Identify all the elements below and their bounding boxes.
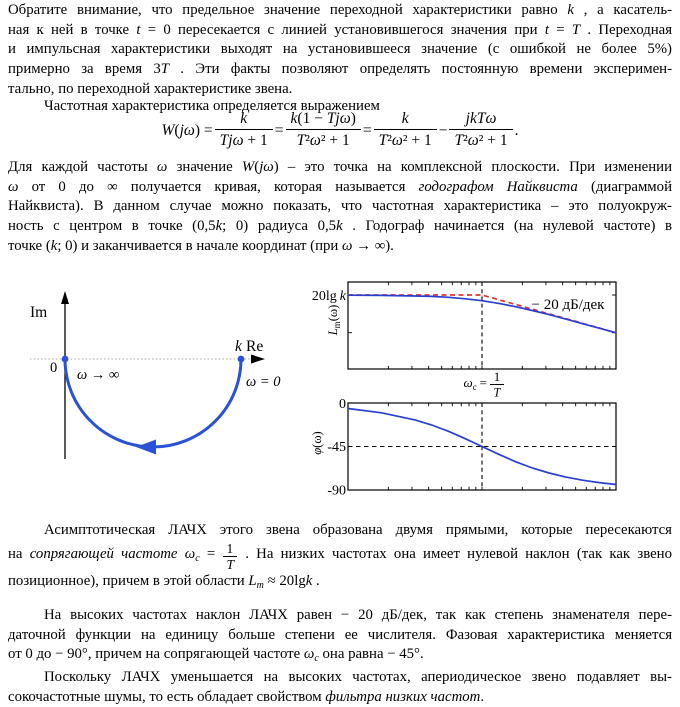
formula-frequency-response: W(jω) = k Tjω + 1 = k(1 − Tjω) T²ω² + 1 = … xyxy=(161,109,519,151)
slope-label: − 20 дБ/дек xyxy=(532,297,606,313)
origin-label: 0 xyxy=(50,360,57,376)
text-line: Частотная характеристика определяется вы… xyxy=(44,98,380,114)
k-point-label: k xyxy=(235,338,243,355)
fraction: k(1 − Tjω) T²ω² + 1 xyxy=(285,109,361,151)
corner-frequency-label: ωc = 1 T xyxy=(463,370,504,400)
fraction: k T²ω² + 1 xyxy=(373,109,437,151)
text-line: Поскольку ЛАЧХ уменьшается на высоких ча… xyxy=(44,669,672,685)
fraction: k Tjω + 1 xyxy=(214,109,273,151)
corner-frequency-numerator: 1 xyxy=(494,370,500,384)
nyquist-plot: Im Re k 0 ω → ∞ ω = 0 xyxy=(30,291,281,459)
bode-plots: − 20 дБ/дек 20lg k Lm(ω) ωc = 1 T 0 -45 -9… xyxy=(310,281,617,499)
omega-infinity-label: ω → ∞ xyxy=(77,367,119,383)
re-axis-arrow-icon xyxy=(251,354,265,364)
phase-ytick-90: -90 xyxy=(327,484,346,499)
phase-ytick-0: 0 xyxy=(339,397,346,412)
im-axis-label: Im xyxy=(30,304,47,321)
magnitude-log-ticks xyxy=(347,282,617,369)
text-line: сокочастотные шумы, то есть обладает сво… xyxy=(8,688,485,705)
text-line: даточной функции на единицу больше степе… xyxy=(8,626,672,643)
phase-ylabel: φ(ω) xyxy=(310,431,324,454)
text-line: Обратите внимание, что предельное значен… xyxy=(8,2,672,18)
text-line: точке (k; 0) и заканчивается в начале ко… xyxy=(8,237,394,254)
paragraph-asymptotic-lafc: Асимптотическая ЛАЧХ этого звена образов… xyxy=(8,521,672,596)
text-line: Для каждой частоты ω значение W(jω) – эт… xyxy=(8,159,672,175)
re-axis-label: Re xyxy=(246,338,263,355)
paragraph-nyquist-description: Для каждой частоты ω значение W(jω) – эт… xyxy=(8,158,672,257)
paragraph-low-pass-filter: Поскольку ЛАЧХ уменьшается на высоких ча… xyxy=(8,668,672,707)
paragraph-frequency-intro: Частотная характеристика определяется вы… xyxy=(8,97,672,117)
text-line: и импульсная характеристики выходят на у… xyxy=(8,41,672,58)
text-line: ность с центром в точке (0,5k; 0) радиус… xyxy=(8,218,672,235)
corner-frequency-denominator: T xyxy=(494,386,502,400)
nyquist-curve-arrow-icon xyxy=(136,439,156,455)
magnitude-curve xyxy=(347,294,617,334)
text-line: от 0 до − 90°, причем на сопрягающей час… xyxy=(8,646,424,665)
text-line: тально, по переходной характеристике зве… xyxy=(8,80,293,97)
text-line: примерно за время 3T . Эти факты позволя… xyxy=(8,61,672,78)
text-line: На высоких частотах наклон ЛАЧХ равен − … xyxy=(44,607,672,623)
im-axis-arrow-icon xyxy=(61,291,69,304)
magnitude-ylabel: Lm(ω) xyxy=(326,305,342,337)
paragraph-transient-response: Обратите внимание, что предельное значен… xyxy=(8,1,672,100)
origin-point-dot xyxy=(61,355,69,363)
text-line: ная к ней в точке t = 0 пересекается с л… xyxy=(8,21,673,38)
paragraph-high-frequency-slope: На высоких частотах наклон ЛАЧХ равен − … xyxy=(8,606,672,669)
corner-frequency-symbol: ωc = xyxy=(463,375,487,392)
text-line: Найквиста). В данном случае можно показа… xyxy=(8,198,672,215)
magnitude-ytick-label: 20lg k xyxy=(312,289,347,304)
fraction: jkTω T²ω² + 1 xyxy=(449,109,513,151)
text-line: Асимптотическая ЛАЧХ этого звена образов… xyxy=(44,522,672,538)
omega-zero-label: ω = 0 xyxy=(246,374,281,390)
text-line: позиционное), причем в этой области Lm ≈… xyxy=(8,572,320,591)
start-point-dot xyxy=(237,355,245,363)
text-line: ω от 0 до ∞ получается кривая, которая н… xyxy=(8,178,672,195)
phase-curve xyxy=(347,407,617,486)
phase-ytick-45: -45 xyxy=(327,440,346,455)
